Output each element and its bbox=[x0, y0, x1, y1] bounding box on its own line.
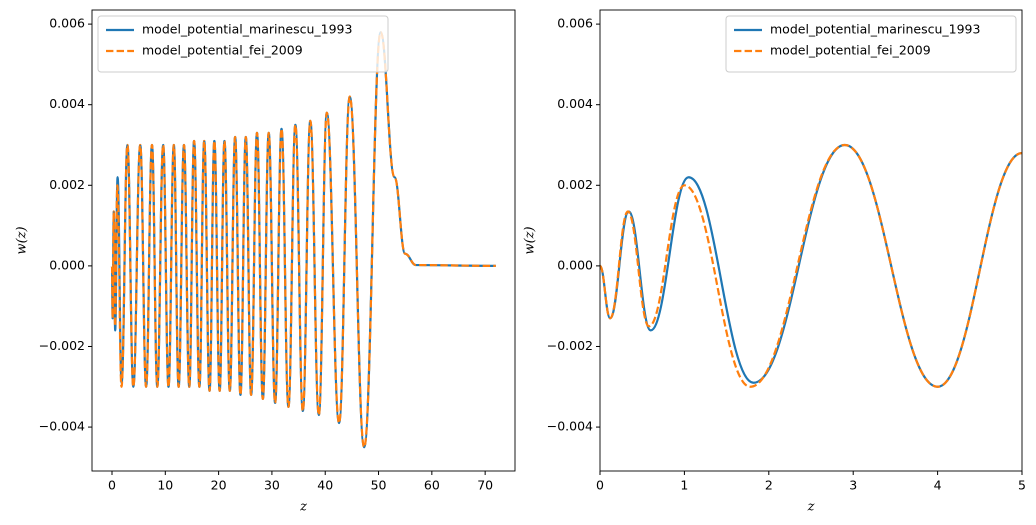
y-tick-label: 0.004 bbox=[557, 96, 593, 111]
y-tick-label: 0.004 bbox=[49, 96, 85, 111]
x-axis-label: z bbox=[299, 500, 307, 515]
x-tick-label: 3 bbox=[849, 478, 857, 493]
y-tick-label: 0.002 bbox=[557, 177, 593, 192]
legend-box bbox=[725, 15, 1017, 73]
y-tick-label: 0.000 bbox=[557, 257, 593, 272]
x-tick-label: 4 bbox=[934, 478, 942, 493]
x-tick-label: 1 bbox=[680, 478, 688, 493]
x-tick-label: 40 bbox=[317, 478, 333, 493]
legend-label: model_potential_fei_2009 bbox=[770, 43, 931, 58]
legend-box bbox=[97, 15, 389, 73]
series-line bbox=[600, 143, 1022, 388]
y-axis-label: w(z) bbox=[523, 226, 538, 254]
x-tick-label: 2 bbox=[765, 478, 773, 493]
y-axis-label: w(z) bbox=[15, 226, 30, 254]
y-tick-label: 0.006 bbox=[49, 16, 85, 31]
x-tick-label: 60 bbox=[424, 478, 440, 493]
axes-frame bbox=[599, 9, 1023, 472]
series-line bbox=[110, 31, 496, 449]
y-tick-label: −0.002 bbox=[547, 338, 593, 353]
x-tick-label: 50 bbox=[371, 478, 387, 493]
x-tick-label: 5 bbox=[1018, 478, 1026, 493]
y-tick-label: −0.004 bbox=[547, 419, 593, 434]
x-tick-label: 0 bbox=[108, 478, 116, 493]
x-tick-label: 10 bbox=[157, 478, 173, 493]
y-tick-label: −0.002 bbox=[39, 338, 85, 353]
y-tick-label: 0.000 bbox=[49, 257, 85, 272]
legend-label: model_potential_marinescu_1993 bbox=[770, 22, 980, 37]
y-tick-label: −0.004 bbox=[39, 419, 85, 434]
legend-label: model_potential_fei_2009 bbox=[142, 43, 303, 58]
x-tick-label: 70 bbox=[477, 478, 493, 493]
x-tick-label: 0 bbox=[596, 478, 604, 493]
y-tick-label: 0.006 bbox=[557, 16, 593, 31]
y-tick-label: 0.002 bbox=[49, 177, 85, 192]
series-line bbox=[600, 143, 1022, 388]
axes-frame bbox=[91, 9, 516, 472]
legend-label: model_potential_marinescu_1993 bbox=[142, 22, 352, 37]
x-tick-label: 20 bbox=[211, 478, 227, 493]
x-tick-label: 30 bbox=[264, 478, 280, 493]
x-axis-label: z bbox=[807, 500, 815, 515]
